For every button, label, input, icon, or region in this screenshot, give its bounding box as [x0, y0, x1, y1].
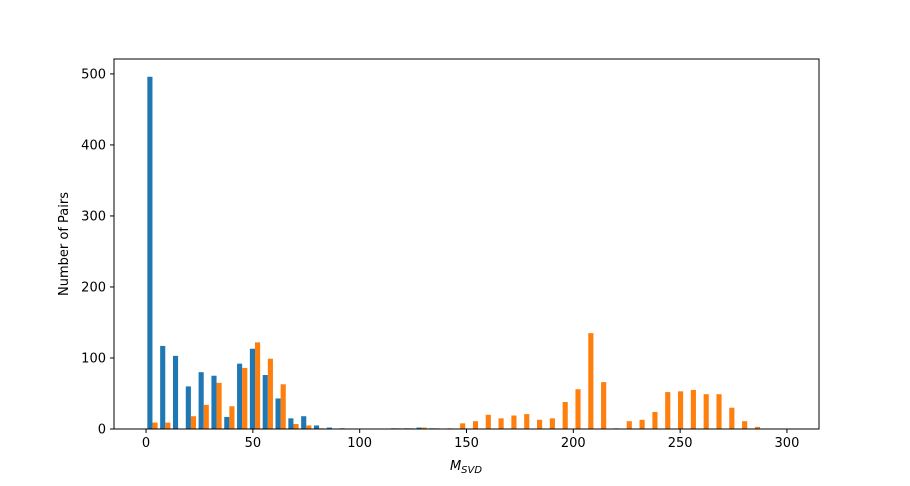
bar — [185, 386, 191, 429]
bar — [190, 416, 197, 429]
x-tick-label: 150 — [454, 436, 479, 451]
bar — [224, 416, 230, 429]
bar — [472, 421, 479, 429]
bar — [754, 426, 761, 429]
x-label-main: M — [450, 459, 461, 474]
x-tick-label: 300 — [775, 436, 800, 451]
y-tick-label: 100 — [81, 351, 106, 366]
x-label-sub: SVD — [461, 465, 482, 476]
bar — [690, 389, 696, 429]
bar — [288, 418, 294, 429]
x-tick-label: 200 — [561, 436, 586, 451]
x-tick-label: 250 — [668, 436, 693, 451]
y-tick-label: 200 — [81, 280, 106, 295]
bar — [460, 423, 466, 429]
bar — [729, 407, 735, 429]
bar — [601, 382, 607, 429]
bar — [255, 342, 261, 429]
y-tick-label: 500 — [81, 67, 106, 82]
x-axis-label: MSVD — [450, 459, 482, 476]
bar — [172, 355, 179, 429]
bar — [165, 422, 171, 429]
bar — [267, 358, 273, 429]
bar — [147, 76, 153, 429]
bar — [249, 348, 255, 429]
bar — [524, 414, 530, 429]
bar — [306, 425, 312, 429]
x-tick-label: 0 — [142, 436, 150, 451]
bar — [198, 372, 204, 429]
bar — [421, 427, 427, 429]
bar — [498, 418, 504, 429]
bar — [665, 392, 671, 429]
bar — [703, 394, 709, 429]
bar — [626, 421, 632, 429]
y-axis-label: Number of Pairs — [57, 192, 72, 296]
bar — [588, 333, 594, 429]
y-tick-label: 0 — [98, 423, 106, 438]
bar — [229, 406, 235, 429]
bar — [652, 411, 658, 429]
bar — [639, 419, 645, 429]
bar — [301, 416, 307, 429]
y-tick-label: 300 — [81, 209, 106, 224]
bar — [242, 367, 248, 429]
x-tick-label: 100 — [347, 436, 372, 451]
bar — [313, 425, 320, 429]
bar — [549, 418, 555, 429]
bar — [160, 345, 166, 429]
bar — [678, 391, 684, 429]
x-tick-label: 50 — [245, 436, 262, 451]
bar — [416, 427, 422, 429]
bar — [511, 415, 517, 429]
bar — [293, 424, 299, 429]
plot-frame — [113, 58, 820, 430]
bar — [742, 421, 748, 429]
bar — [237, 363, 243, 429]
bar — [562, 402, 568, 429]
bar — [203, 404, 209, 429]
bar — [152, 422, 158, 429]
bar — [326, 427, 332, 429]
bar — [216, 382, 222, 429]
bar — [537, 419, 543, 429]
bar — [575, 389, 581, 429]
y-tick-label: 400 — [81, 138, 106, 153]
bar — [211, 375, 217, 429]
bar — [275, 398, 281, 429]
bar — [262, 375, 268, 429]
bar — [485, 414, 491, 429]
bar — [716, 394, 722, 429]
bar — [280, 384, 286, 429]
